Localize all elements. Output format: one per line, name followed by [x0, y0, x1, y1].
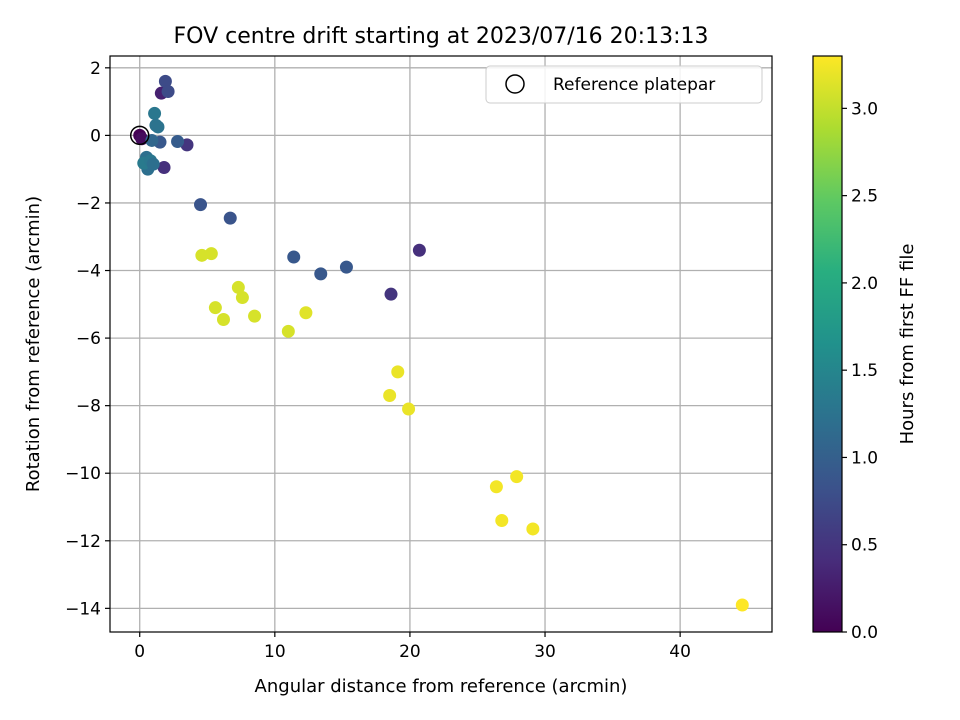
grid	[110, 56, 772, 632]
colorbar-tick-label: 0.0	[851, 623, 878, 643]
data-point	[158, 74, 172, 88]
plot-frame	[109, 55, 773, 633]
data-point	[412, 243, 426, 257]
y-tick-label: −10	[65, 464, 101, 484]
data-point	[287, 250, 301, 264]
data-point	[204, 247, 218, 261]
data-point	[216, 313, 230, 327]
y-tick-label: −14	[65, 599, 101, 619]
colorbar-gradient	[812, 55, 843, 633]
x-tick-label: 0	[134, 642, 145, 662]
data-point	[148, 106, 162, 120]
data-point	[510, 470, 524, 484]
data-point	[151, 120, 165, 134]
x-tick-label: 10	[264, 642, 286, 662]
data-point	[489, 480, 503, 494]
data-point	[208, 301, 222, 315]
data-point	[402, 402, 416, 416]
legend: Reference platepar	[485, 65, 763, 104]
data-points	[133, 74, 749, 612]
y-tick-label: −8	[76, 397, 101, 417]
data-point	[299, 306, 313, 320]
legend-marker-icon	[505, 74, 525, 94]
x-axis-label: Angular distance from reference (arcmin)	[255, 676, 628, 697]
colorbar-tick-label: 0.5	[851, 536, 878, 556]
y-tick-label: −6	[76, 329, 101, 349]
legend-box	[485, 65, 763, 104]
colorbar-ticks: 0.0 0.5 1.0 1.5 2.0 2.5 3.0	[842, 99, 878, 643]
colorbar-tick-label: 3.0	[851, 99, 878, 119]
data-point	[231, 280, 245, 294]
x-tick-label: 20	[399, 642, 421, 662]
data-point	[339, 260, 353, 274]
x-tick-label: 40	[669, 642, 691, 662]
y-axis-label: Rotation from reference (arcmin)	[23, 196, 44, 492]
data-point	[194, 198, 208, 212]
reference-point-marker	[129, 125, 150, 146]
x-tick-label: 30	[534, 642, 556, 662]
data-point	[391, 365, 405, 379]
y-tick-label: −12	[65, 532, 101, 552]
chart-title: FOV centre drift starting at 2023/07/16 …	[174, 24, 709, 49]
data-point	[146, 157, 160, 171]
colorbar: 0.0 0.5 1.0 1.5 2.0 2.5 3.0 Hours from first F…	[812, 55, 918, 643]
data-point	[314, 267, 328, 281]
data-point	[281, 324, 295, 338]
data-point	[526, 522, 540, 536]
x-axis-ticks: 0 10 20 30 40	[134, 632, 691, 662]
data-point	[157, 160, 171, 174]
data-point	[161, 84, 175, 98]
data-point	[223, 211, 237, 225]
data-point	[171, 134, 185, 148]
data-point	[495, 514, 509, 528]
colorbar-label: Hours from first FF file	[897, 244, 918, 445]
y-tick-label: −4	[76, 262, 101, 282]
legend-label: Reference platepar	[553, 75, 715, 95]
data-point	[384, 287, 398, 301]
colorbar-tick-label: 1.5	[851, 361, 878, 381]
colorbar-tick-label: 2.0	[851, 274, 878, 294]
colorbar-tick-label: 2.5	[851, 187, 878, 207]
y-tick-label: 2	[90, 59, 101, 79]
data-point	[235, 291, 249, 305]
colorbar-tick-label: 1.0	[851, 448, 878, 468]
data-point	[248, 309, 262, 323]
y-axis-ticks: 2 0 −2 −4 −6 −8 −10 −12 −14	[65, 59, 110, 619]
data-point	[735, 598, 749, 612]
y-tick-label: 0	[90, 126, 101, 146]
y-tick-label: −2	[76, 194, 101, 214]
data-point	[383, 389, 397, 403]
